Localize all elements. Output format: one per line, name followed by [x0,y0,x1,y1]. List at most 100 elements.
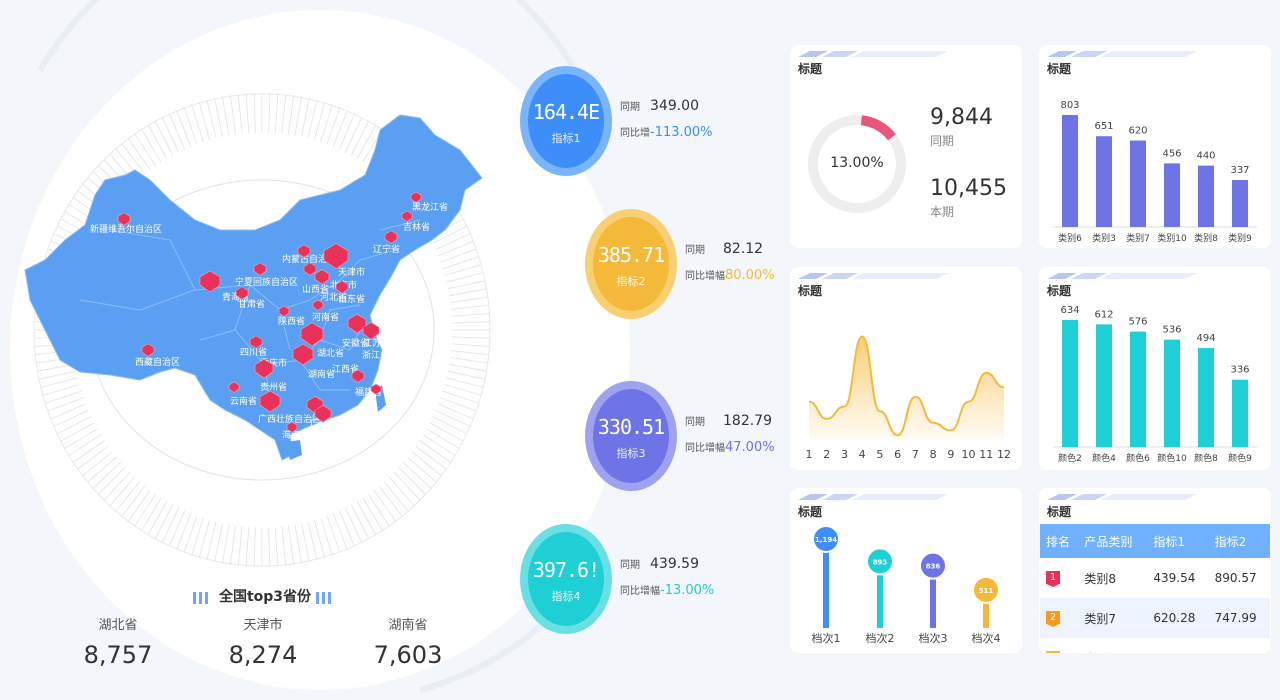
bar[interactable] [1198,165,1214,227]
lollipop-chart[interactable]: 1,194 档次1 893 档次2 836 档次3 511 档次4 [790,518,1022,653]
map-pin-icon[interactable] [314,405,332,423]
province-label[interactable]: 四川省 [240,346,267,357]
province-label[interactable]: 新疆维吾尔自治区 [90,223,162,234]
rank-medal-icon: 3 [1046,651,1060,653]
bar[interactable] [1096,136,1112,227]
province-label[interactable]: 天津市 [338,266,365,277]
province-label[interactable]: 内蒙古自治区 [282,253,336,264]
lollipop-head[interactable] [866,547,894,576]
province-label[interactable]: 河南省 [312,311,339,322]
donut-chart[interactable] [802,109,912,219]
card-area: 标题 1 2 3 4 5 6 7 8 9 10 11 12 [790,267,1022,470]
map-pin-icon[interactable] [351,369,365,383]
province-label[interactable]: 湖南省 [308,368,335,379]
card-title: 标题 [1047,284,1072,298]
map-pin-icon[interactable] [384,230,398,244]
map-pin-icon[interactable] [335,280,349,294]
map-pin-icon[interactable] [362,322,380,340]
map-pin-icon[interactable] [286,421,298,433]
map-pin-icon[interactable] [303,262,317,276]
lollipop-head[interactable] [972,575,1000,604]
bar[interactable] [1198,348,1214,447]
donut-slice[interactable] [860,115,896,141]
bar[interactable] [1164,163,1180,227]
province-label[interactable]: 辽宁省 [373,243,400,254]
map-pin-icon[interactable] [297,244,311,258]
bar[interactable] [1062,320,1078,447]
province-label[interactable]: 吉林省 [403,221,430,232]
table-header[interactable]: 指标2 [1208,524,1270,558]
x-tick-label: 档次2 [866,631,895,645]
bar[interactable] [1062,115,1078,227]
province-label[interactable]: 西藏自治区 [135,356,180,367]
table-row[interactable]: 1 类别8 439.54 890.57 [1040,558,1270,598]
map-pin-icon[interactable] [292,343,314,366]
province-label[interactable]: 青海省 [222,291,249,302]
province-label[interactable]: 广东省 [310,417,337,428]
province-label[interactable]: 山东省 [338,293,365,304]
province-label[interactable]: 海南省 [282,429,309,440]
map-pin-icon[interactable] [249,335,263,349]
ring-arc [37,0,603,122]
table-row[interactable]: 3 类别 [1040,638,1270,653]
bar[interactable] [1232,179,1248,227]
bar[interactable] [1232,379,1248,447]
province-label[interactable]: 湖北省 [317,347,344,358]
card-bar-teal: 标题 634 颜色2 612 颜色4 576 颜色6 536 颜色10 494 颜色8 336 颜色9 [1039,267,1271,470]
area-chart[interactable]: 1 2 3 4 5 6 7 8 9 10 11 12 [790,307,1022,470]
province-label[interactable]: 陕西省 [278,315,305,326]
province-label[interactable]: 福建省 [355,386,382,397]
map-pin-icon[interactable] [370,383,382,395]
province-label[interactable]: 贵州省 [260,381,287,392]
bar[interactable] [1130,140,1146,227]
province-label[interactable]: 江苏省 [363,337,390,348]
province-label[interactable]: 台湾省 [360,419,387,430]
map-pin-icon[interactable] [253,262,267,276]
top3-title: 全国top3省份 [218,589,312,605]
province-label[interactable]: 江西省 [332,363,359,374]
lollipop-head[interactable] [919,551,947,580]
province-label[interactable]: 广西壮族自治区 [258,413,321,424]
card-title-decoration [1047,51,1197,57]
map-pin-icon[interactable] [254,358,274,379]
province-label[interactable]: 宁夏回族自治区 [235,276,298,287]
bar[interactable] [1164,339,1180,447]
map-pin-icon[interactable] [199,270,221,293]
province-label[interactable]: 甘肃省 [238,298,265,309]
province-label[interactable]: 黑龙江省 [412,201,448,212]
map-pin-icon[interactable] [410,191,422,203]
province-label[interactable]: 云南省 [230,395,257,406]
bar[interactable] [1130,331,1146,447]
x-tick-label: 5 [876,448,883,461]
map-pin-icon[interactable] [259,390,281,413]
table-header[interactable]: 排名 [1040,524,1079,558]
province-label[interactable]: 河北省 [320,291,347,302]
lollipop-stem [877,561,883,628]
lollipop-head[interactable] [812,525,840,553]
table-header[interactable]: 产品类别 [1078,524,1148,558]
map-pin-icon[interactable] [228,381,240,393]
x-tick-label: 12 [997,448,1011,461]
province-label[interactable]: 山西省 [302,283,329,294]
map-pin-icon[interactable] [300,322,324,347]
province-label[interactable]: 安徽省 [342,337,369,348]
province-label[interactable]: 重庆市 [260,357,287,368]
map-pin-icon[interactable] [117,212,131,226]
card-title-decoration [798,51,948,57]
map-pin-icon[interactable] [278,305,290,317]
map-pin-icon[interactable] [235,286,249,300]
area-line[interactable] [808,335,1005,437]
province-label[interactable]: 浙江省 [362,349,389,360]
map-pin-icon[interactable] [312,299,324,311]
bar[interactable] [1096,324,1112,447]
bar-chart-1[interactable]: 803 类别6 651 类别3 620 类别7 456 类别10 440 类别8 337 类别9 [1039,85,1271,248]
map-pin-icon[interactable] [323,243,349,270]
map-pin-icon[interactable] [141,343,155,357]
x-tick-label: 颜色9 [1228,452,1252,464]
map-pin-icon[interactable] [314,269,330,285]
table-row[interactable]: 2 类别7 620.28 747.99 [1040,598,1270,638]
bar-chart-2[interactable]: 634 颜色2 612 颜色4 576 颜色6 536 颜色10 494 颜色8 336 颜色9 [1039,297,1271,470]
map-pin-icon[interactable] [401,210,413,222]
table-header[interactable]: 指标1 [1147,524,1209,558]
